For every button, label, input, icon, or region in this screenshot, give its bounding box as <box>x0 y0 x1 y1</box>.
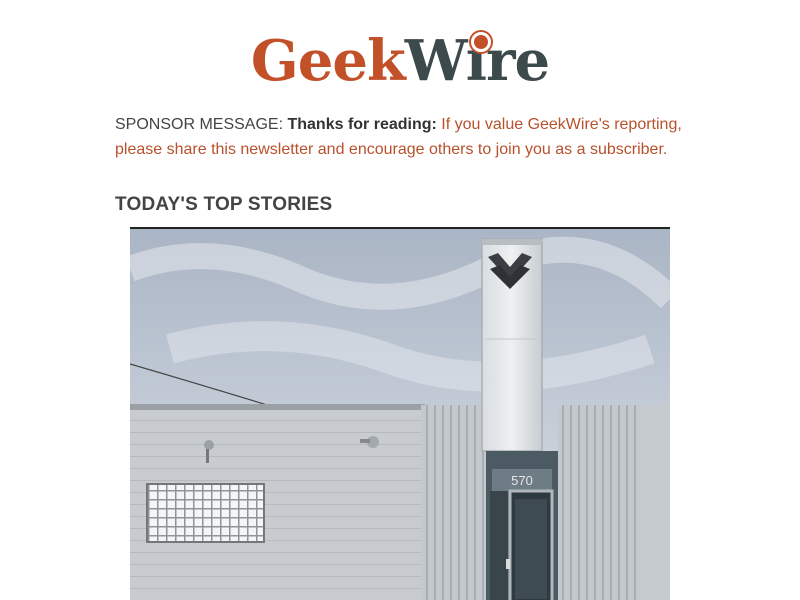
logo-wire-text: Wire <box>405 28 550 94</box>
building-photo: 570 <box>130 229 670 600</box>
geekwire-logo[interactable]: GeekWire <box>0 26 800 96</box>
sponsor-prefix: SPONSOR MESSAGE: <box>115 116 288 133</box>
sponsor-message: SPONSOR MESSAGE: Thanks for reading: If … <box>115 112 695 162</box>
story-photo[interactable]: 570 <box>130 227 670 600</box>
door-number: 570 <box>511 473 533 488</box>
section-title: TODAY'S TOP STORIES <box>115 194 333 215</box>
glass-block-window <box>146 483 265 543</box>
logo-geek-text: Geek <box>250 28 406 94</box>
sponsor-link[interactable]: If you value GeekWire's reporting, pleas… <box>115 116 682 158</box>
logo-dot-icon <box>470 32 491 52</box>
sponsor-bold: Thanks for reading: <box>287 116 437 133</box>
tower-logo-icon <box>488 253 532 281</box>
